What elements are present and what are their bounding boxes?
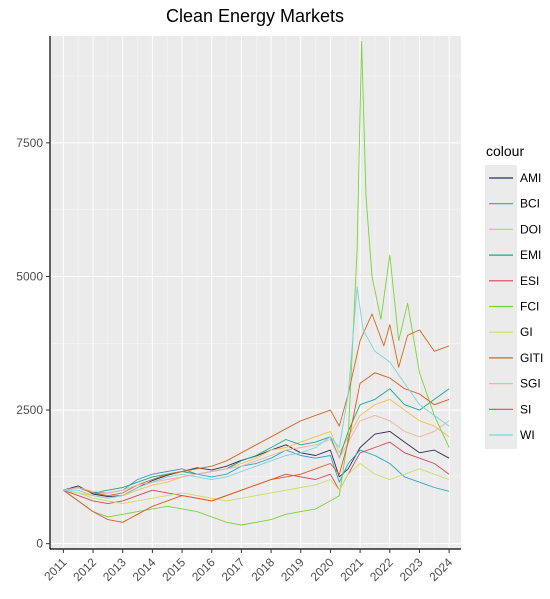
legend-label-bci: BCI xyxy=(520,197,540,211)
series-line-si xyxy=(63,372,450,523)
x-tick-label: 2012 xyxy=(70,555,99,584)
y-tick-label: 2500 xyxy=(16,403,43,417)
x-tick-label: 2020 xyxy=(308,555,337,584)
series-line-sgi xyxy=(63,414,450,494)
x-tick-label: 2014 xyxy=(130,555,159,584)
series-line-emi xyxy=(63,388,450,494)
x-tick-label: 2017 xyxy=(219,555,248,584)
y-ticks: 0 2500 5000 7500 xyxy=(16,136,50,551)
x-tick-label: 2018 xyxy=(248,555,277,584)
legend-label-esi: ESI xyxy=(520,274,539,288)
series-line-wi xyxy=(63,286,450,499)
grid-major xyxy=(50,36,461,549)
legend-items: AMI BCI DOI EMI ESI FCI GI GITI SGI SI WI xyxy=(489,171,543,442)
x-tick-label: 2013 xyxy=(100,555,129,584)
legend: colour AMI BCI DOI EMI ESI FCI GI GITI SGI SI WI xyxy=(485,143,543,449)
x-tick-label: 2019 xyxy=(278,555,307,584)
x-tick-label: 2015 xyxy=(159,555,188,584)
legend-label-fci: FCI xyxy=(520,300,539,314)
legend-label-si: SI xyxy=(520,402,531,416)
x-ticks: 2011 2012 2013 2014 2015 2016 2017 2018 2019 2020… xyxy=(41,549,455,584)
legend-label-doi: DOI xyxy=(520,222,541,236)
series-line-fci xyxy=(63,40,450,526)
chart-title: Clean Energy Markets xyxy=(165,6,345,26)
legend-label-giti: GITI xyxy=(520,351,543,365)
grid-minor xyxy=(50,36,461,549)
legend-label-emi: EMI xyxy=(520,248,541,262)
legend-label-gi: GI xyxy=(520,325,533,339)
legend-label-wi: WI xyxy=(520,428,535,442)
x-tick-label: 2022 xyxy=(367,555,396,584)
x-tick-label: 2016 xyxy=(189,555,218,584)
x-tick-label: 2021 xyxy=(337,555,366,584)
x-tick-label: 2011 xyxy=(41,555,69,583)
legend-label-ami: AMI xyxy=(520,171,541,185)
series-lines xyxy=(63,40,450,526)
x-tick-label: 2024 xyxy=(426,555,455,584)
series-line-gi xyxy=(63,463,450,505)
y-tick-label: 0 xyxy=(36,537,43,551)
y-tick-label: 5000 xyxy=(16,269,43,283)
legend-title: colour xyxy=(486,143,524,159)
legend-label-sgi: SGI xyxy=(520,377,541,391)
series-line-doi xyxy=(63,398,450,499)
x-tick-label: 2023 xyxy=(397,555,426,584)
y-tick-label: 7500 xyxy=(16,136,43,150)
